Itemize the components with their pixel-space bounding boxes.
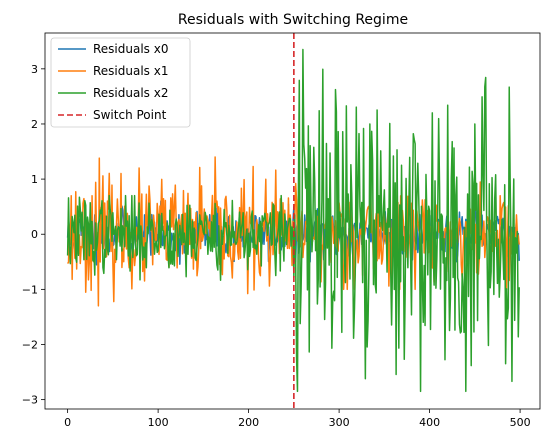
legend-label: Switch Point <box>93 108 167 122</box>
x-tick-label: 200 <box>238 416 259 429</box>
x-tick-label: 0 <box>64 416 71 429</box>
legend-box <box>50 37 191 128</box>
x-tick-label: 300 <box>329 416 350 429</box>
y-tick-label: 3 <box>31 63 38 76</box>
legend-label: Residuals x0 <box>93 42 168 56</box>
y-axis: −3 −2 −1 0 1 2 3 <box>22 63 45 407</box>
legend-label: Residuals x2 <box>93 86 168 100</box>
x-tick-label: 100 <box>148 416 169 429</box>
legend-label: Residuals x1 <box>93 64 168 78</box>
axes-frame <box>44 32 541 410</box>
plot-area <box>44 32 541 410</box>
chart-title: Residuals with Switching Regime <box>178 12 408 28</box>
y-tick-label: −2 <box>22 338 38 351</box>
y-tick-label: −1 <box>22 283 38 296</box>
x-axis: 0 100 200 300 400 500 <box>64 409 531 429</box>
y-tick-label: 1 <box>31 173 38 186</box>
y-tick-label: 0 <box>31 228 38 241</box>
x-tick-label: 400 <box>419 416 440 429</box>
x-tick-label: 500 <box>510 416 531 429</box>
legend: Residuals x0 Residuals x1 Residuals x2 Swit… <box>50 37 191 128</box>
y-tick-label: 2 <box>31 118 38 131</box>
y-tick-label: −3 <box>22 394 38 407</box>
